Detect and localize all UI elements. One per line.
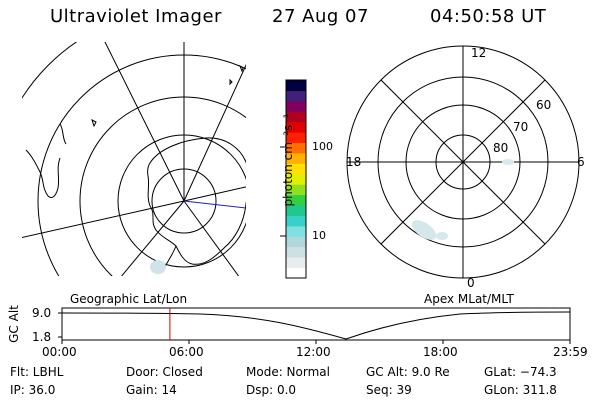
colorbar-tick-label-100: 100	[312, 140, 333, 153]
colorbar-tick-label-10: 10	[312, 229, 326, 242]
geo-map-label: Geographic Lat/Lon	[70, 292, 188, 306]
altitude-ylabel: GC Alt	[7, 305, 21, 343]
mlat-label-70: 70	[513, 120, 529, 134]
altitude-ytick-9: 9.0	[32, 306, 52, 320]
status-filter: Flt: LBHL	[10, 365, 64, 379]
status-dsp: Dsp: 0.0	[246, 383, 297, 397]
altitude-ytick-1.8: 1.8	[32, 330, 52, 344]
apex-map-label: Apex MLat/MLT	[424, 292, 514, 306]
status-glat: GLat: −74.3	[484, 365, 557, 379]
time-tick-2359: 23:59	[553, 345, 588, 359]
mlt-label-12: 12	[471, 46, 487, 60]
colorbar-band	[286, 184, 306, 196]
date-label: 27 Aug 07	[272, 6, 369, 27]
status-glon: GLon: 311.8	[484, 383, 557, 397]
colorbar-band	[286, 90, 306, 102]
colorbar-band	[286, 225, 306, 237]
colorbar-band	[286, 100, 306, 112]
colorbar-band	[286, 246, 306, 258]
time-tick-1200: 12:00	[296, 345, 331, 359]
colorbar-band	[286, 111, 306, 123]
colorbar-band	[286, 215, 306, 227]
colorbar-band	[286, 236, 306, 248]
altitude-plot	[58, 307, 571, 344]
colorbar-band	[286, 267, 306, 279]
time-label: 04:50:58 UT	[430, 6, 547, 27]
colorbar-band	[286, 142, 306, 154]
altitude-curve	[61, 311, 571, 340]
mlt-label-0: 0	[467, 276, 475, 290]
colorbar-band	[286, 132, 306, 144]
colorbar-unit-label: photon cm⁻²s⁻¹	[281, 113, 295, 207]
colorbar-band	[286, 173, 306, 185]
colorbar-band	[286, 205, 306, 216]
status-seq: Seq: 39	[366, 383, 412, 397]
status-mode: Mode: Normal	[246, 365, 330, 379]
mlt-label-18: 18	[346, 155, 362, 169]
time-tick-0600: 06:00	[169, 345, 204, 359]
apex-map	[346, 45, 580, 279]
mlat-label-80: 80	[493, 141, 509, 155]
colorbar-band	[286, 121, 306, 133]
geographic-map	[22, 42, 246, 276]
colorbar	[286, 80, 306, 279]
status-gc-alt: GC Alt: 9.0 Re	[366, 365, 450, 379]
mlat-label-60: 60	[536, 98, 552, 112]
colorbar-band	[286, 80, 306, 91]
status-ip: IP: 36.0	[10, 383, 56, 397]
time-tick-0000: 00:00	[42, 345, 77, 359]
mlt-label-6: 6	[577, 155, 585, 169]
colorbar-band	[286, 163, 306, 175]
colorbar-frame	[285, 79, 307, 279]
colorbar-band	[286, 257, 306, 269]
time-tick-1800: 18:00	[423, 345, 458, 359]
status-gain: Gain: 14	[126, 383, 177, 397]
status-door: Door: Closed	[126, 365, 203, 379]
colorbar-band	[286, 194, 306, 206]
colorbar-band	[286, 152, 306, 164]
instrument-title: Ultraviolet Imager	[50, 6, 222, 27]
